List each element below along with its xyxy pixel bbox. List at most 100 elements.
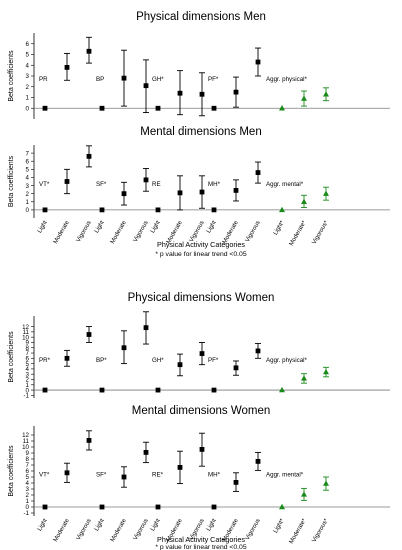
data-point-triangle [323, 91, 329, 97]
group-label: RE [152, 181, 161, 188]
data-point-triangle [323, 190, 329, 196]
chart-panel-2: Mental dimensions Men Beta coefficients 01… [8, 126, 390, 258]
y-tick-label: 7 [26, 150, 30, 157]
data-point-triangle [301, 95, 307, 101]
data-point-square [86, 438, 92, 443]
data-point-square [211, 504, 217, 510]
x-tick-label: Moderate [110, 517, 128, 543]
x-tick-label: Moderate [53, 219, 71, 245]
data-point-triangle [301, 375, 307, 381]
y-tick-label: 3 [26, 371, 30, 378]
y-axis-label: Beta coefficients [8, 331, 15, 383]
x-tick-label: Vigorous* [312, 517, 330, 543]
group-label: SF* [96, 471, 107, 478]
x-tick-label: Light* [273, 517, 286, 534]
x-tick-label: Light [94, 220, 106, 235]
y-tick-label: 10 [22, 444, 29, 451]
data-point-square [86, 153, 92, 159]
data-point-square [199, 447, 205, 452]
x-tick-label: Moderate* [289, 219, 308, 247]
data-point-square [86, 332, 92, 337]
footnote: * p value for linear trend <0.05 [155, 544, 246, 550]
group-label: PR* [39, 357, 51, 364]
group-label: SF* [96, 181, 107, 188]
chart-title: Physical dimensions Women [128, 292, 275, 304]
y-tick-label: 6 [26, 41, 30, 48]
footnote: * p value for linear trend <0.05 [155, 251, 246, 258]
y-tick-label: 0 [26, 504, 30, 511]
chart-title: Mental dimensions Women [132, 405, 271, 417]
data-point-square [255, 348, 261, 354]
y-tick-label: 6 [26, 356, 30, 363]
group-label: VT* [39, 181, 50, 188]
y-tick-label: 7 [26, 350, 30, 357]
x-axis-label: Physical Activity Categories [157, 240, 245, 249]
y-tick-label: 7 [26, 462, 30, 469]
data-point-square [121, 345, 127, 351]
group-label: GH* [152, 76, 164, 83]
data-point-square [177, 465, 183, 470]
data-point-square [121, 474, 127, 480]
y-tick-label: 0 [26, 387, 30, 394]
x-axis-label: Physical Activity Categories [157, 535, 245, 544]
y-tick-label: 9 [26, 340, 30, 347]
x-tick-label: Vigorous [133, 518, 150, 541]
data-point-square [42, 387, 48, 393]
x-tick-label: Vigorous* [312, 219, 330, 245]
data-point-square [199, 351, 205, 356]
data-point-square [99, 105, 105, 111]
x-tick-label: Light [37, 518, 49, 533]
chart-panel-1: Physical dimensions Men Beta coefficients… [8, 11, 390, 119]
data-point-square [64, 470, 70, 476]
y-tick-label: -1 [23, 510, 29, 517]
group-label: Aggr. physical* [266, 357, 308, 364]
y-tick-label: 1 [26, 199, 30, 206]
data-point-square [121, 191, 127, 197]
data-point-square [42, 504, 48, 510]
data-point-square [99, 504, 105, 510]
y-axis-label: Beta coefficients [8, 445, 15, 497]
y-tick-label: 4 [26, 175, 30, 182]
group-label: Aggr. physical* [266, 76, 308, 83]
data-point-square [233, 89, 239, 95]
data-point-square [64, 355, 70, 361]
data-point-square [64, 179, 70, 184]
x-tick-label: Light [150, 220, 162, 235]
y-tick-label: 2 [26, 377, 30, 384]
data-point-triangle [279, 105, 285, 111]
data-point-square [155, 105, 161, 111]
y-tick-label: -1 [23, 393, 29, 400]
group-label: VT* [39, 471, 50, 478]
data-point-square [155, 387, 161, 393]
data-point-triangle [301, 198, 307, 204]
data-point-square [99, 387, 105, 393]
y-tick-label: 11 [23, 329, 30, 336]
x-tick-label: Light [206, 518, 218, 533]
y-tick-label: 3 [26, 486, 30, 493]
x-tick-label: Vigorous [76, 518, 93, 541]
y-tick-label: 4 [26, 366, 30, 373]
y-tick-label: 0 [26, 207, 30, 214]
y-axis-label: Beta coefficients [8, 50, 15, 102]
data-point-triangle [279, 503, 285, 510]
y-tick-label: 3 [26, 73, 30, 80]
data-point-triangle [323, 368, 329, 375]
data-point-square [42, 105, 48, 111]
data-point-triangle [323, 480, 329, 486]
x-tick-label: Light [206, 220, 218, 235]
x-tick-label: Vigorous [245, 220, 262, 243]
group-label: PF* [208, 76, 219, 83]
chart-title: Mental dimensions Men [140, 126, 261, 138]
data-point-square [143, 83, 149, 89]
data-point-triangle [301, 491, 307, 497]
data-point-square [233, 188, 239, 193]
data-point-square [177, 90, 183, 96]
data-point-square [143, 325, 149, 331]
group-label: PF* [208, 357, 219, 364]
x-tick-label: Vigorous [133, 220, 150, 243]
group-label: BP* [96, 357, 107, 364]
group-label: MH* [208, 181, 221, 188]
data-point-square [199, 91, 205, 97]
y-tick-label: 6 [26, 468, 30, 475]
